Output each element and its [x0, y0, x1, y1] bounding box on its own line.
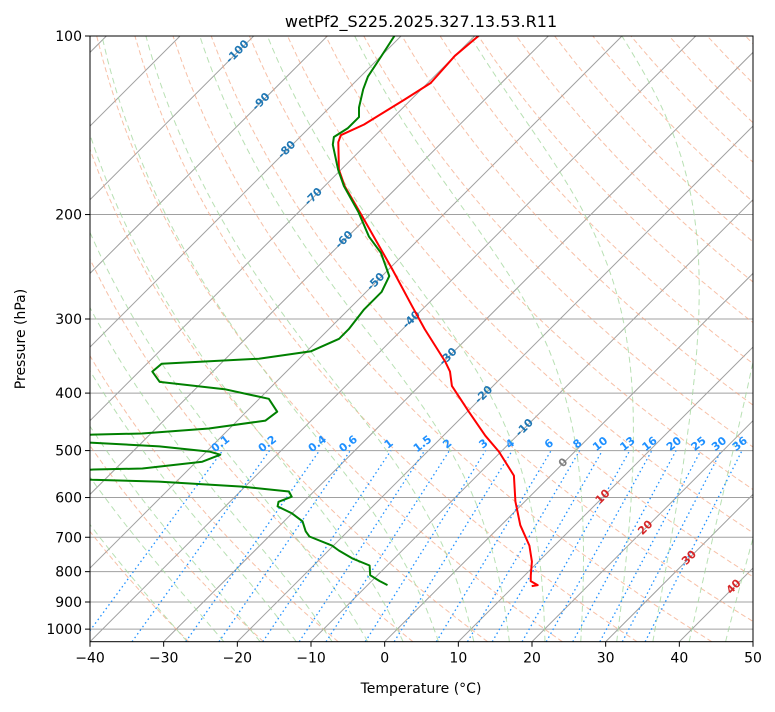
x-axis-label: Temperature (°C)	[360, 681, 482, 697]
x-tick-label: 30	[597, 651, 615, 667]
y-tick-label: 100	[55, 29, 82, 45]
y-tick-label: 300	[55, 312, 82, 328]
y-tick-label: 700	[55, 530, 82, 546]
y-tick-label: 900	[55, 595, 82, 611]
x-tick-label: −40	[75, 651, 105, 667]
y-tick-label: 500	[55, 444, 82, 460]
x-tick-label: 40	[670, 651, 688, 667]
x-tick-label: −30	[149, 651, 179, 667]
y-tick-label: 200	[55, 208, 82, 224]
x-tick-label: −20	[223, 651, 253, 667]
y-tick-label: 800	[55, 565, 82, 581]
y-axis-label: Pressure (hPa)	[13, 289, 29, 389]
x-tick-label: 20	[523, 651, 541, 667]
y-tick-label: 600	[55, 491, 82, 507]
x-tick-label: 10	[449, 651, 467, 667]
chart-title: wetPf2_S225.2025.327.13.53.R11	[285, 12, 557, 32]
y-tick-label: 1000	[46, 622, 82, 638]
x-tick-label: 50	[744, 651, 762, 667]
y-tick-label: 400	[55, 386, 82, 402]
x-tick-label: −10	[296, 651, 326, 667]
x-tick-label: 0	[380, 651, 389, 667]
